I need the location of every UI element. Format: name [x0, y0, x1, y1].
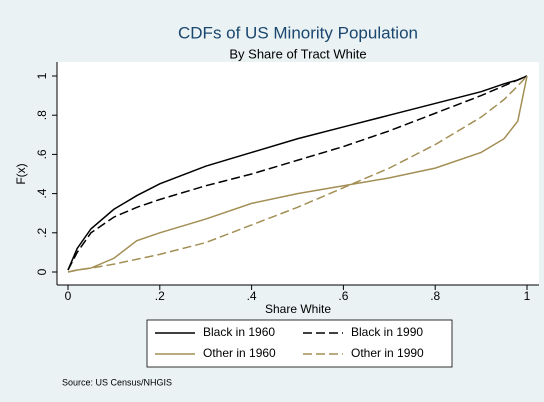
y-tick-label: 1	[35, 72, 49, 79]
legend-label: Black in 1990	[351, 325, 423, 339]
series-line	[67, 75, 528, 271]
y-tick-label: .8	[35, 110, 49, 120]
series-line	[67, 75, 528, 273]
plot-area	[57, 62, 539, 285]
x-tick-label: .2	[155, 289, 165, 303]
legend-label: Black in 1960	[203, 325, 275, 339]
x-tick-label: .4	[247, 289, 257, 303]
x-tick-label: 0	[65, 289, 72, 303]
y-tick-label: .2	[35, 227, 49, 237]
chart-subtitle: By Share of Tract White	[229, 46, 366, 61]
x-axis-title: Share White	[265, 302, 331, 316]
legend	[146, 319, 453, 368]
x-tick-label: .8	[430, 289, 440, 303]
legend-label: Other in 1990	[351, 346, 424, 360]
y-tick-label: .4	[35, 188, 49, 198]
y-tick-label: 0	[35, 268, 49, 275]
y-tick-label: .6	[35, 149, 49, 159]
note: Source: US Census/NHGIS	[62, 377, 172, 387]
y-axis-title: F(x)	[14, 163, 28, 184]
legend-label: Other in 1960	[203, 346, 276, 360]
x-tick-label: .6	[338, 289, 348, 303]
series-line	[67, 75, 528, 273]
x-tick-label: 1	[524, 289, 531, 303]
series-line	[67, 75, 528, 271]
chart-title: CDFs of US Minority Population	[178, 23, 418, 42]
